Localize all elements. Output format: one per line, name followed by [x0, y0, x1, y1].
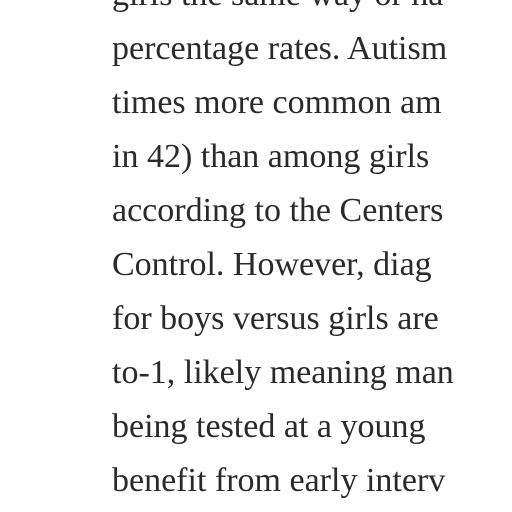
text-line: Control. However, diag	[112, 246, 432, 283]
text-line: times more common am	[112, 84, 442, 121]
text-line: being tested at a young	[112, 408, 426, 445]
text-line: in 42) than among girls	[112, 138, 430, 175]
text-line: according to the Centers	[112, 192, 444, 229]
text-line: girls the same way or ha	[112, 0, 454, 22]
text-line: for boys versus girls are	[112, 300, 439, 337]
text-line: benefit from early interv	[112, 462, 446, 499]
text-line: percentage rates. Autism	[112, 30, 448, 67]
text-line: to-1, likely meaning man	[112, 354, 454, 391]
body-text: girls the same way or ha percentage rates…	[112, 0, 454, 508]
